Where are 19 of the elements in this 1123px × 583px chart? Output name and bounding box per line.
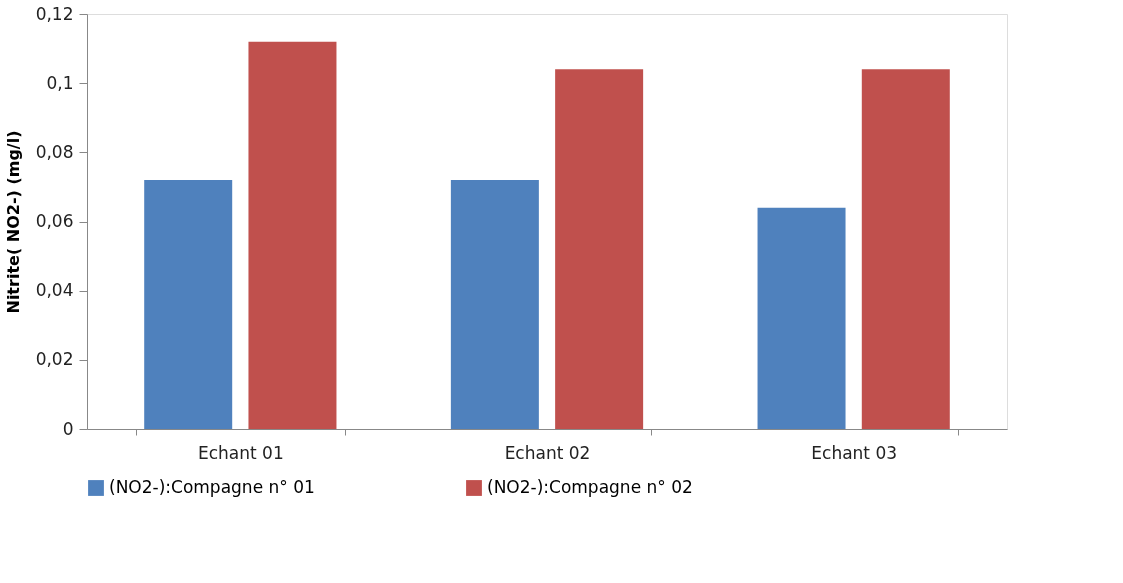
bar [450, 180, 539, 429]
y-tick-label: 0 [62, 418, 74, 439]
y-tick-label: 0,06 [35, 211, 74, 231]
y-tick-label: 0,1 [46, 72, 74, 93]
y-tick-label: 0,08 [35, 141, 74, 162]
x-tick-label: Echant 01 [197, 442, 284, 463]
bar [555, 69, 644, 429]
legend-label: (NO2-):Compagne n° 02 [487, 477, 693, 497]
bar [144, 180, 233, 429]
y-tick-label: 0,12 [35, 3, 74, 24]
y-tick-label: 0,04 [35, 280, 74, 301]
y-axis-title: Nitrite( NO2-) (mg/l) [3, 130, 23, 314]
y-tick-label: 0,02 [35, 349, 74, 370]
x-tick-label: Echant 02 [504, 442, 591, 463]
bar [861, 69, 950, 429]
bar [248, 41, 337, 429]
legend-label: (NO2-):Compagne n° 01 [109, 477, 315, 497]
x-tick-label: Echant 03 [811, 442, 898, 463]
bar [757, 207, 846, 429]
